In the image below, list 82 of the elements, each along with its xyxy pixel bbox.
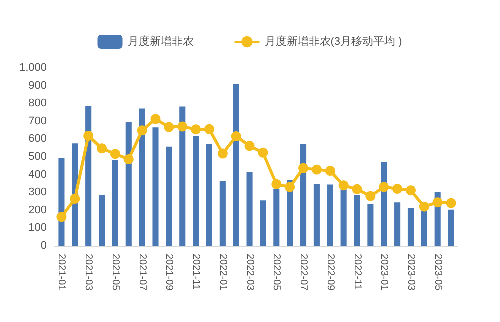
bar [314, 184, 320, 246]
point [84, 131, 94, 141]
point [325, 166, 336, 176]
x-tick-label: 2021-03 [83, 254, 94, 292]
point [191, 124, 202, 135]
x-tick-label: 2022-01 [217, 254, 228, 292]
y-tick-label: 0 [40, 240, 47, 252]
x-tick-label: 2021-07 [136, 254, 148, 292]
x-tick-label: 2022-05 [271, 254, 282, 292]
x-tick-label: 2022-11 [352, 254, 363, 290]
y-tick-label: 600 [28, 133, 47, 146]
point [231, 132, 242, 142]
bar [112, 160, 118, 246]
x-tick-label: 2021-09 [164, 254, 175, 292]
bar [300, 144, 307, 246]
point [137, 126, 148, 136]
y-tick-label: 1,000 [19, 62, 47, 74]
point [218, 148, 228, 159]
point [204, 124, 214, 134]
point [419, 202, 430, 212]
x-tick-label: 2023-03 [405, 254, 416, 292]
point [392, 184, 403, 194]
bar [421, 211, 428, 246]
point [258, 148, 268, 158]
point [406, 186, 416, 196]
bar [354, 195, 360, 246]
bar [206, 144, 213, 246]
y-tick-label: 300 [28, 186, 47, 199]
point [432, 198, 443, 208]
bar [220, 181, 226, 246]
x-tick-label: 2022-07 [298, 254, 310, 292]
point [124, 154, 134, 164]
bar [98, 195, 106, 246]
x-tick-label: 2022-03 [244, 254, 256, 292]
bar [166, 146, 172, 246]
point [70, 194, 80, 204]
y-tick-label: 900 [28, 80, 47, 92]
bar [180, 106, 186, 246]
bar [368, 204, 374, 246]
point [446, 198, 456, 208]
point [352, 184, 362, 194]
point [164, 122, 174, 132]
x-tick-label: 2021-11 [190, 254, 202, 290]
point [110, 149, 120, 160]
x-tick-label: 2023-05 [432, 254, 444, 292]
point [379, 182, 390, 192]
point [56, 212, 67, 222]
bar [340, 190, 347, 246]
y-tick-label: 700 [28, 115, 47, 128]
y-tick-label: 800 [28, 98, 47, 110]
bar [394, 202, 401, 246]
bar [408, 208, 414, 246]
y-tick-label: 200 [28, 204, 47, 216]
legend-label: 月度新增非农 [128, 35, 194, 48]
x-tick-label: 2022-09 [324, 254, 336, 292]
y-tick-label: 500 [28, 151, 47, 163]
point [338, 180, 349, 191]
y-tick-label: 400 [28, 168, 47, 181]
point [366, 191, 376, 202]
bar [139, 108, 146, 246]
point [272, 179, 282, 190]
x-tick-label: 2021-01 [56, 254, 68, 292]
bar [233, 84, 240, 246]
bar [274, 189, 280, 246]
bar [260, 200, 266, 246]
bar [152, 128, 159, 246]
point [97, 144, 108, 154]
point [298, 163, 309, 174]
bar [327, 184, 334, 246]
point [312, 164, 322, 175]
bar [193, 136, 200, 246]
point [285, 182, 296, 192]
y-tick-label: 100 [28, 222, 47, 234]
x-tick-label: 2023-01 [378, 254, 390, 292]
bar [246, 172, 253, 246]
bar [448, 210, 454, 246]
point [150, 114, 161, 124]
point [244, 141, 255, 152]
legend-label: 月度新增非农(3月移动平均 ) [264, 35, 402, 48]
point [178, 122, 188, 132]
bar [126, 122, 132, 246]
x-tick-label: 2021-05 [110, 254, 121, 292]
